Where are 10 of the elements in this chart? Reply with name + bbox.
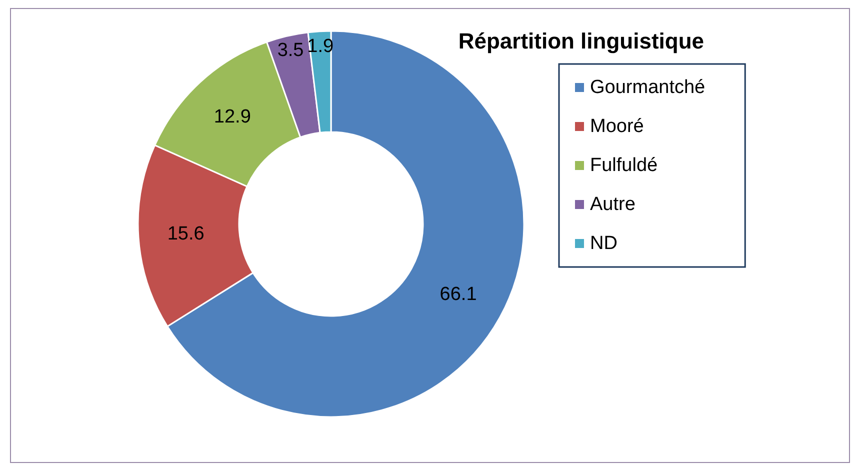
- data-label: 3.5: [277, 40, 304, 62]
- legend-label: ND: [590, 233, 618, 254]
- data-label: 66.1: [440, 284, 477, 305]
- data-label: 15.6: [167, 224, 204, 245]
- legend-label: Gourmantché: [590, 77, 706, 98]
- data-label: 12.9: [214, 106, 251, 128]
- chart-title: Répartition linguistique: [458, 28, 704, 54]
- legend-label: Mooré: [590, 116, 644, 137]
- legend-label: Fulfuldé: [590, 155, 658, 176]
- legend-label: Autre: [590, 194, 636, 215]
